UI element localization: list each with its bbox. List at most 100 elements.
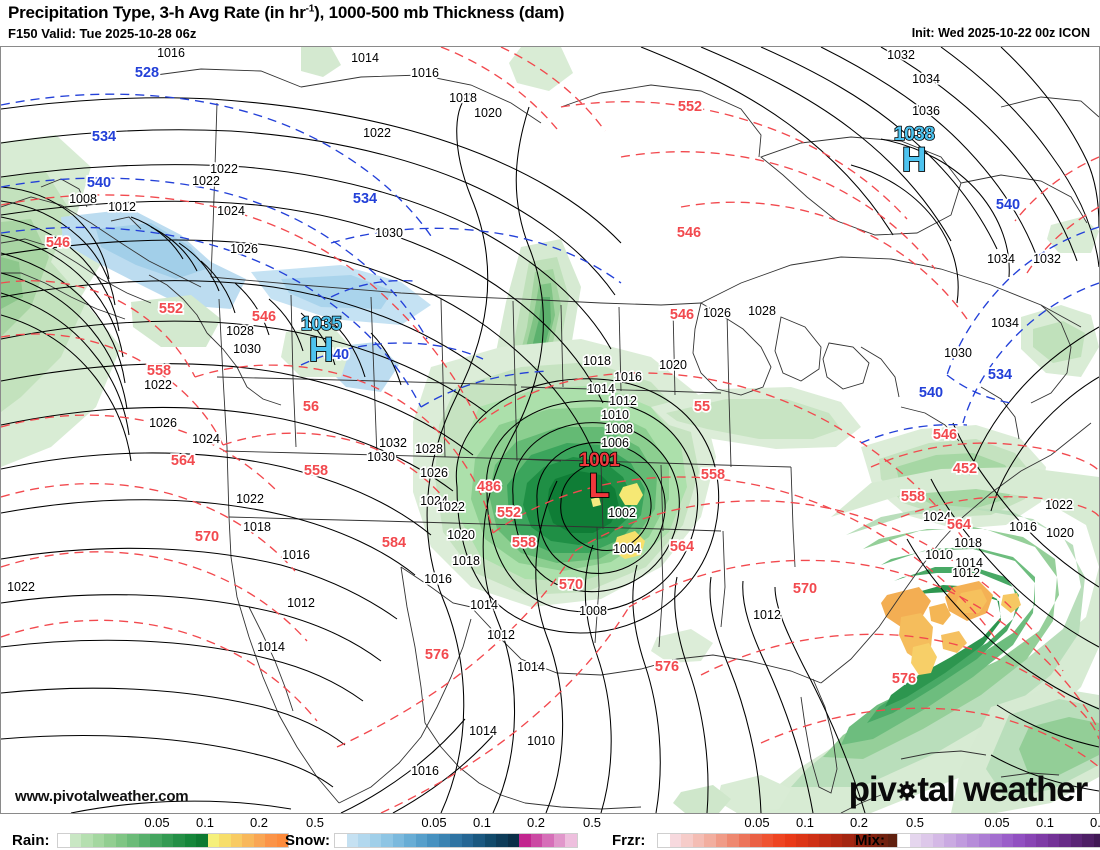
colorbar-swatch — [1036, 834, 1048, 847]
svg-text:1020: 1020 — [659, 358, 687, 372]
svg-text:1010: 1010 — [527, 734, 555, 748]
svg-text:1010: 1010 — [925, 548, 953, 562]
colorbar-swatch — [761, 834, 773, 847]
colorbar-swatch — [909, 834, 921, 847]
colorbar-swatch — [773, 834, 785, 847]
svg-text:1008: 1008 — [579, 604, 607, 618]
colorbar-mix-ticks: 0.05 0.1 0.2 0.5 — [897, 815, 1100, 833]
colorbar-swatch — [842, 834, 854, 847]
colorbar-swatch — [1001, 834, 1013, 847]
colorbar-swatch — [473, 834, 485, 847]
tick-label: 0.1 — [472, 815, 492, 830]
gear-icon — [896, 772, 918, 807]
colorbar-swatch — [727, 834, 739, 847]
svg-text:1024: 1024 — [217, 204, 245, 218]
colorbar-swatch — [450, 834, 462, 847]
tick-label: 0.05 — [144, 815, 170, 830]
colorbar-swatch — [967, 834, 979, 847]
colorbar-swatch — [196, 834, 208, 847]
svg-text:546: 546 — [670, 307, 694, 323]
tick-label: 0.2 — [526, 815, 546, 830]
thickness-label-blue: 528 534 540 534 540 540 540 534 — [85, 63, 1022, 402]
colorbar-swatch — [369, 834, 381, 847]
svg-text:1022: 1022 — [192, 174, 220, 188]
precip-rain-core — [591, 497, 601, 507]
svg-text:1034: 1034 — [987, 252, 1015, 266]
valid-time-label: F150 Valid: Tue 2025-10-28 06z — [8, 26, 197, 41]
svg-text:1030: 1030 — [233, 342, 261, 356]
svg-text:1026: 1026 — [420, 466, 448, 480]
pivotal-weather-logo: piv tal weather — [849, 772, 1089, 807]
svg-text:1016: 1016 — [1009, 520, 1037, 534]
colorbar-swatch — [876, 834, 888, 847]
init-time-label: Init: Wed 2025-10-22 00z ICON — [911, 26, 1090, 40]
tick-label: 0.5 — [582, 815, 602, 830]
colorbar-swatch — [415, 834, 427, 847]
site-url-watermark: www.pivotalweather.com — [15, 788, 189, 805]
colorbar-swatch — [681, 834, 693, 847]
svg-text:1028: 1028 — [748, 304, 776, 318]
svg-text:1008: 1008 — [605, 422, 633, 436]
svg-text:1012: 1012 — [609, 394, 637, 408]
colorbar-swatch — [92, 834, 104, 847]
colorbar-swatch — [219, 834, 231, 847]
thickness-label-red: 546 552 558 564 570 576 546 558 584 56 4… — [44, 97, 979, 688]
svg-text:1024: 1024 — [192, 432, 220, 446]
colorbar-swatch — [1082, 834, 1094, 847]
svg-text:1016: 1016 — [157, 47, 185, 60]
title-superscript: -1 — [305, 3, 315, 15]
svg-text:570: 570 — [195, 529, 219, 545]
svg-text:1012: 1012 — [487, 628, 515, 642]
colorbar-snow-swatches[interactable] — [334, 833, 578, 848]
colorbar-swatch — [704, 834, 716, 847]
colorbar-swatch — [81, 834, 93, 847]
colorbar-swatch — [230, 834, 242, 847]
precip-rain-region — [791, 505, 1085, 787]
svg-text:1028: 1028 — [415, 442, 443, 456]
precip-snow-region — [96, 223, 206, 279]
tick-label: 0.2 — [249, 815, 269, 830]
colorbar-swatch — [1070, 834, 1082, 847]
svg-text:558: 558 — [147, 363, 171, 379]
colorbar-frzr-swatches[interactable] — [657, 833, 901, 848]
colorbar-swatch — [784, 834, 796, 847]
svg-text:1028: 1028 — [226, 324, 254, 338]
colorbar-swatch — [807, 834, 819, 847]
colorbar-swatch — [265, 834, 277, 847]
colorbar-snow-ticks: 0.05 0.1 0.2 0.5 — [334, 815, 601, 833]
colorbar-frzr-label: Frzr: — [612, 832, 646, 849]
isobar-contours — [1, 47, 1099, 813]
precip-rain-region — [547, 471, 619, 533]
colorbar-swatch — [819, 834, 831, 847]
svg-text:1030: 1030 — [944, 346, 972, 360]
svg-text:528: 528 — [135, 65, 159, 81]
colorbar-swatch — [1093, 834, 1100, 847]
svg-text:1022: 1022 — [210, 162, 238, 176]
precip-rain-region — [666, 399, 841, 439]
map-borders — [1, 68, 1099, 813]
colorbar-rain-ticks: 0.05 0.1 0.2 0.5 — [57, 815, 324, 833]
colorbar-swatch — [496, 834, 508, 847]
precip-rain-core — [1001, 593, 1021, 613]
colorbar-swatch — [1047, 834, 1059, 847]
tick-label: 0.05 — [984, 815, 1010, 830]
colorbar-swatch — [438, 834, 450, 847]
precip-rain-core — [941, 631, 967, 653]
svg-text:576: 576 — [655, 659, 679, 675]
svg-text:1022: 1022 — [363, 126, 391, 140]
colorbar-swatch — [932, 834, 944, 847]
colorbar-swatch — [796, 834, 808, 847]
svg-text:1016: 1016 — [282, 548, 310, 562]
svg-text:1018: 1018 — [449, 91, 477, 105]
colorbar-swatch — [104, 834, 116, 847]
colorbar-rain-swatches[interactable] — [57, 833, 289, 848]
svg-text:1014: 1014 — [517, 660, 545, 674]
svg-text:546: 546 — [46, 235, 70, 251]
colorbar-mix-swatches[interactable] — [897, 833, 1100, 848]
colorbar-swatch — [738, 834, 750, 847]
map-canvas[interactable]: 1016 1014 1016 1018 1020 1022 1032 1034 1036… — [0, 46, 1100, 814]
colorbar-swatch — [69, 834, 81, 847]
svg-text:1036: 1036 — [912, 104, 940, 118]
